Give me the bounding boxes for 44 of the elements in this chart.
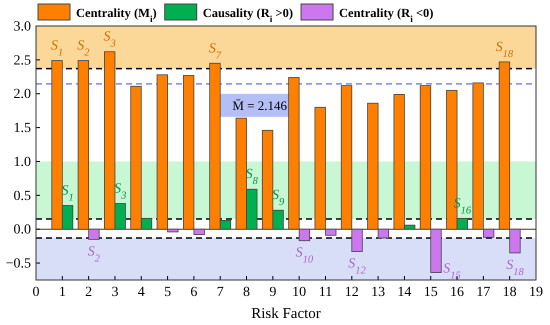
annotation: S$_{10}$ [296, 246, 314, 266]
annotation: S$_{2}$ [77, 38, 90, 58]
x-tick-label: 10 [292, 284, 306, 300]
x-tick-label: 0 [32, 284, 40, 300]
y-tick-label: −0.5 [6, 256, 31, 272]
x-tick-label: 11 [318, 284, 332, 300]
x-tick-label: 5 [164, 284, 172, 300]
annotation: S$_{12}$ [348, 256, 367, 276]
x-tick-label: 16 [450, 284, 464, 300]
x-tick-label: 14 [397, 284, 412, 300]
x-tick-label: 19 [529, 284, 543, 300]
annotation: S$_{2}$ [88, 244, 101, 264]
x-tick-label: 15 [424, 284, 438, 300]
annotation: S$_{15}$ [443, 262, 461, 282]
annotation: S$_{1}$ [50, 38, 64, 58]
legend-label: Causality (R$_{i}$ >0) [202, 6, 294, 25]
y-tick-label: 2.0 [14, 87, 31, 102]
y-tick-label: 0.0 [14, 222, 31, 238]
x-tick-label: 1 [58, 284, 66, 300]
x-tick-label: 13 [371, 284, 386, 300]
x-tick-label: 3 [111, 284, 118, 300]
x-tick-label: 9 [269, 284, 276, 300]
annotation: S$_{16}$ [454, 196, 472, 216]
x-tick-label: 7 [216, 284, 224, 300]
x-tick-label: 17 [476, 284, 490, 300]
ref-line-label: M̄ = 2.146 [232, 98, 288, 113]
y-tick-label: 1.0 [14, 154, 31, 170]
annotation: S$_{18}$ [506, 258, 524, 278]
annotation: S$_{3}$ [104, 30, 116, 50]
x-tick-label: 2 [85, 284, 92, 300]
x-tick-label: 4 [138, 284, 145, 300]
annotation: S$_{7}$ [208, 41, 222, 61]
x-tick-label: 12 [344, 284, 359, 300]
annotation: S$_{18}$ [496, 40, 514, 60]
legend-label: Centrality (R$_{i}$ <0) [339, 6, 434, 25]
x-tick-label: 18 [502, 284, 517, 300]
x-axis-title: Risk Factor [251, 306, 321, 322]
legend-label: Centrality (M$_{i}$) [76, 6, 157, 25]
x-tick-label: 8 [243, 284, 250, 300]
y-tick-label: 1.5 [14, 121, 31, 136]
y-tick-label: 0.5 [14, 188, 31, 204]
y-tick-label: 3.0 [14, 19, 31, 34]
y-tick-label: 2.5 [14, 53, 31, 68]
x-tick-label: 6 [190, 284, 198, 300]
